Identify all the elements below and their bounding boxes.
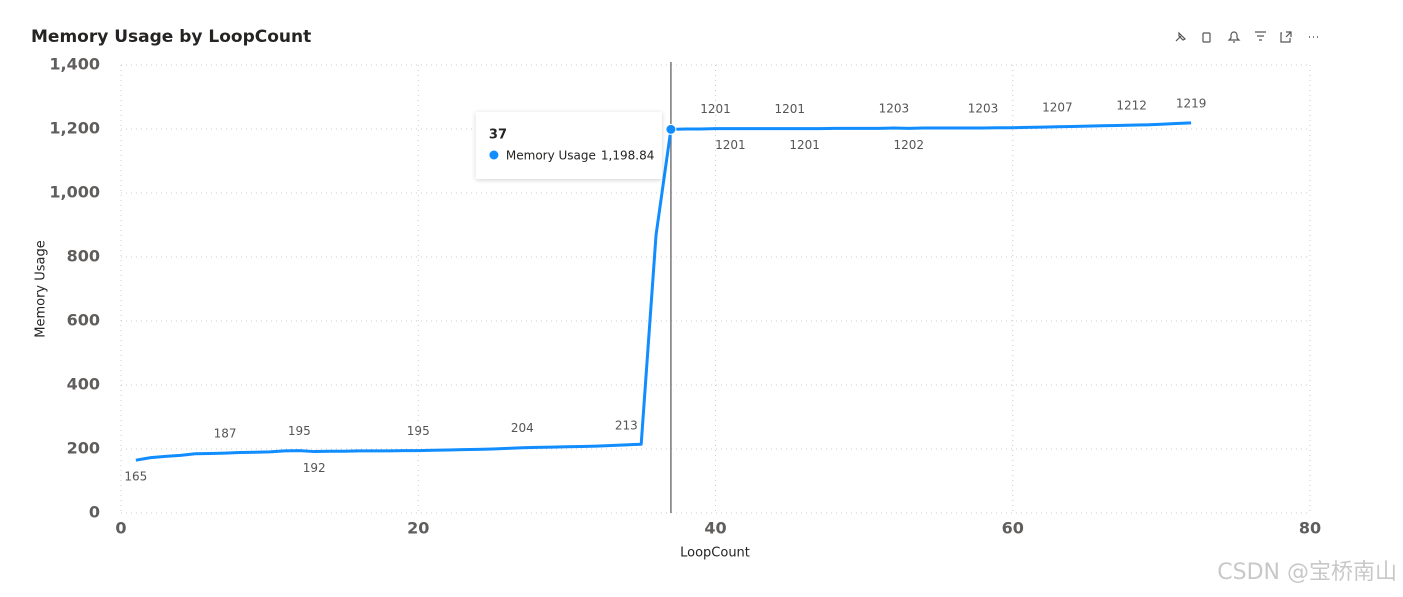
tooltip-x: 37 [489,128,507,143]
x-tick-label: 0 [115,519,126,538]
y-tick-label: 1,000 [49,183,100,202]
data-label: 1207 [1042,100,1073,114]
x-tick-label: 80 [1299,519,1321,538]
y-axis-title: Memory Usage [34,240,49,338]
data-label: 1212 [1116,99,1147,113]
plot-area: 0 200 400 600 800 1,000 1,200 1,400 0 20 40 60 80 165… [49,55,1321,538]
data-label: 213 [615,418,638,432]
data-label: 1202 [893,138,924,152]
data-label: 1201 [789,138,820,152]
data-label: 1203 [968,102,999,116]
data-label: 195 [407,424,430,438]
tooltip: 37 Memory Usage 1,198.84 [475,112,662,179]
watermark: CSDN @宝桥南山 [1217,560,1397,585]
series-line [135,121,1192,462]
tooltip-value: 1,198.84 [601,149,654,163]
tooltip-swatch [489,150,499,160]
y-tick-label: 800 [67,247,100,266]
tooltip-series: Memory Usage [506,149,596,163]
data-label: 195 [288,424,311,438]
y-tick-label: 1,400 [49,55,100,74]
x-tick-label: 20 [407,519,429,538]
data-label: 1201 [715,138,746,152]
data-label: 1201 [700,102,731,116]
y-tick-label: 600 [67,311,100,330]
data-label: 1201 [775,102,806,116]
data-label: 204 [511,421,534,435]
y-tick-label: 400 [67,375,100,394]
hover-marker [665,123,677,135]
visual-header-icons[interactable] [1175,31,1318,43]
tooltip-box [475,112,662,179]
data-label: 1203 [879,102,910,116]
data-label: 1219 [1176,96,1207,110]
data-label: 187 [214,427,237,441]
y-tick-label: 1,200 [49,119,100,138]
data-label: 165 [124,470,147,484]
x-tick-label: 60 [1002,519,1024,538]
data-label: 192 [303,461,326,475]
chart-title: Memory Usage by LoopCount [31,27,311,47]
x-tick-label: 40 [704,519,726,538]
x-axis-title: LoopCount [680,546,750,561]
y-tick-label: 0 [89,503,100,522]
y-tick-label: 200 [67,439,100,458]
